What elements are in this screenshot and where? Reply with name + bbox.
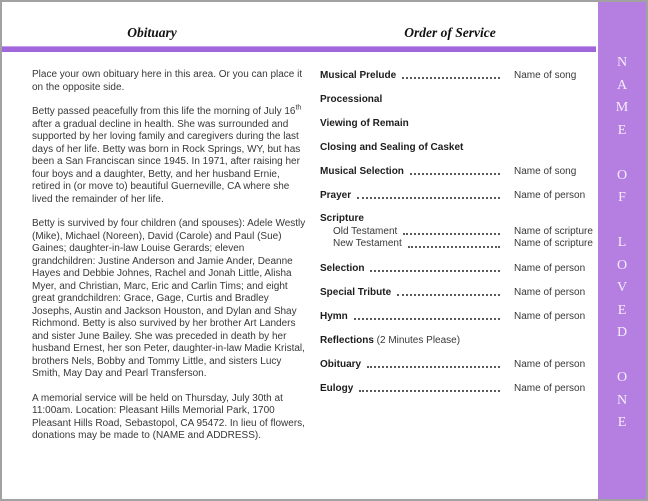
sidebar-letter: F [618, 190, 626, 205]
dot-leader [402, 77, 500, 79]
service-item-row: Processional [320, 93, 594, 106]
dot-leader [409, 173, 500, 175]
service-item-label: Prayer [320, 190, 352, 201]
sidebar-letter: E [617, 415, 627, 430]
service-item-label: Old Testament [333, 225, 398, 237]
sidebar-letter: O [616, 370, 628, 385]
service-item-row: Musical Selection Name of song [320, 165, 594, 178]
service-item-value: Name of song [514, 166, 577, 177]
sidebar-letter: N [616, 55, 628, 70]
obituary-paragraph: Place your own obituary here in this are… [32, 69, 303, 93]
service-item-row: Scripture [320, 213, 594, 226]
service-item-row: Eulogy Name of person [320, 382, 594, 395]
service-item-row: Prayer Name of person [320, 189, 594, 202]
service-item-label: Hymn [320, 310, 348, 322]
service-item-row: New Testament Name of scripture [320, 238, 594, 251]
service-item-value: Name of scripture [514, 238, 593, 249]
sidebar-letter: M [615, 100, 629, 115]
obituary-heading: Obituary [127, 25, 177, 40]
service-item-row: Reflections (2 Minutes Please) [320, 334, 594, 347]
service-item-value: Name of person [514, 358, 586, 370]
service-item-row: Special Tribute Name of person [320, 286, 594, 299]
obituary-text: Place your own obituary here in this are… [32, 69, 308, 455]
sidebar-letter: V [616, 280, 628, 295]
sidebar-letter: E [617, 302, 627, 318]
purple-divider [2, 46, 596, 52]
service-item-value: Name of person [514, 262, 586, 274]
service-item-row: Selection Name of person [320, 262, 594, 275]
dot-leader [397, 293, 500, 296]
service-item-value: Name of scripture [514, 225, 593, 237]
service-item-label: Processional [320, 94, 383, 105]
service-item-row: Musical Prelude Name of song [320, 69, 594, 82]
dot-leader [359, 389, 500, 392]
sidebar-word-gap [598, 210, 646, 233]
dot-leader [370, 269, 500, 272]
service-item-row: Closing and Sealing of Casket [320, 141, 594, 154]
service-item-value: Name of song [514, 70, 577, 81]
service-item-value: Name of person [514, 286, 586, 298]
service-item-label: Special Tribute [320, 286, 392, 298]
service-item-label: Closing and Sealing of Casket [320, 142, 464, 153]
service-item-group: Scripture Old Testament Name of scripture N… [320, 213, 594, 251]
service-item-label: Eulogy [320, 382, 354, 394]
obituary-paragraph: Betty is survived by four children (and … [32, 218, 306, 379]
service-item-row: Viewing of Remain [320, 117, 594, 130]
service-item-value: Name of person [514, 190, 586, 201]
service-item-row: Obituary Name of person [320, 358, 594, 371]
service-item-label: Selection [320, 262, 365, 274]
dot-leader [403, 233, 500, 235]
service-item-label: Obituary [320, 358, 362, 370]
sidebar-letter: O [616, 167, 628, 183]
service-item-note: (2 Minutes Please) [373, 334, 461, 346]
service-item-label: Scripture [320, 213, 364, 224]
dot-leader [367, 365, 500, 368]
service-item-value: Name of person [514, 382, 586, 394]
order-of-service-heading: Order of Service [404, 25, 496, 40]
service-item-value: Name of person [514, 310, 586, 322]
sidebar-word-gap [598, 142, 646, 165]
dot-leader [353, 317, 500, 320]
dot-leader [407, 245, 500, 248]
service-item-label: Viewing of Remain [320, 118, 409, 129]
service-item-label: Musical Prelude [320, 70, 397, 81]
service-item-row: Hymn Name of person [320, 310, 594, 323]
obituary-paragraph: A memorial service will be held on Thurs… [32, 392, 305, 442]
order-of-service-list: Musical Prelude Name of song Processional V… [320, 69, 594, 406]
service-item-label: Reflections [320, 334, 374, 346]
dot-leader [357, 197, 500, 199]
sidebar-letter: O [616, 257, 628, 273]
sidebar-letter: D [616, 325, 628, 340]
service-item-row: Old Testament Name of scripture [320, 226, 594, 239]
service-item-label: Musical Selection [320, 166, 404, 177]
service-item-label: New Testament [333, 238, 402, 249]
obituary-paragraph: Betty passed peacefully from this life t… [32, 104, 302, 205]
sidebar-letter: L [617, 235, 627, 250]
sidebar-letter: N [616, 392, 628, 408]
sidebar-letter: E [617, 122, 627, 138]
sidebar-letter: A [616, 77, 628, 93]
sidebar-word-gap [598, 345, 646, 368]
